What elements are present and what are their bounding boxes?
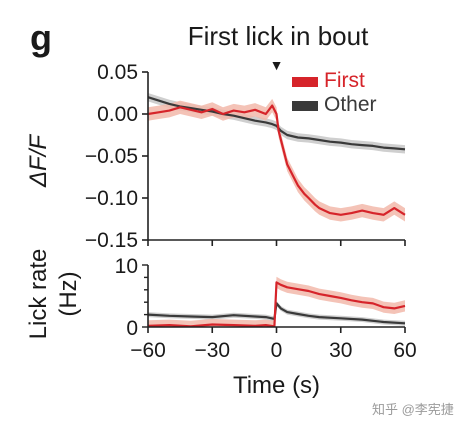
y-tick-label: −0.10 — [85, 187, 138, 210]
y-axis-label: Lick rate — [25, 249, 52, 340]
y-axis-label: (Hz) — [55, 271, 82, 316]
y-axis-label: ΔF/F — [25, 134, 52, 188]
first-legend-swatch — [292, 77, 318, 87]
y-tick-label: 0 — [126, 317, 138, 340]
y-tick-label: 0.00 — [97, 103, 138, 126]
panel-label: g — [30, 17, 52, 58]
other-lick-sem-band — [148, 301, 405, 326]
first-sem-band — [148, 98, 405, 222]
first-legend-label: First — [324, 69, 365, 92]
watermark: 知乎 @李宪捷 — [372, 402, 454, 417]
first-lick-series-line — [147, 281, 406, 328]
other-lick-series-line — [147, 302, 406, 325]
x-tick-label: 0 — [271, 339, 283, 362]
lick-rate-chart: 0 10 −60 −30 0 30 60 Time (s) Lick rate (Hz) — [25, 249, 417, 399]
y-tick-label: 0.05 — [97, 61, 138, 84]
x-tick-label: −60 — [130, 339, 166, 362]
x-tick-label: 60 — [393, 339, 416, 362]
other-legend-swatch — [292, 101, 318, 111]
x-tick-label: 30 — [329, 339, 352, 362]
x-axis-label: Time (s) — [233, 372, 320, 399]
y-tick-label: −0.15 — [85, 229, 138, 252]
event-marker: ▼ — [270, 57, 284, 73]
chart-title: First lick in bout — [188, 21, 369, 51]
x-tick-label: −30 — [194, 339, 230, 362]
other-legend-label: Other — [324, 93, 377, 116]
y-tick-label: −0.05 — [85, 145, 138, 168]
first-series-line — [147, 104, 406, 216]
y-tick-label: 10 — [115, 255, 138, 278]
other-series-line — [147, 96, 406, 151]
